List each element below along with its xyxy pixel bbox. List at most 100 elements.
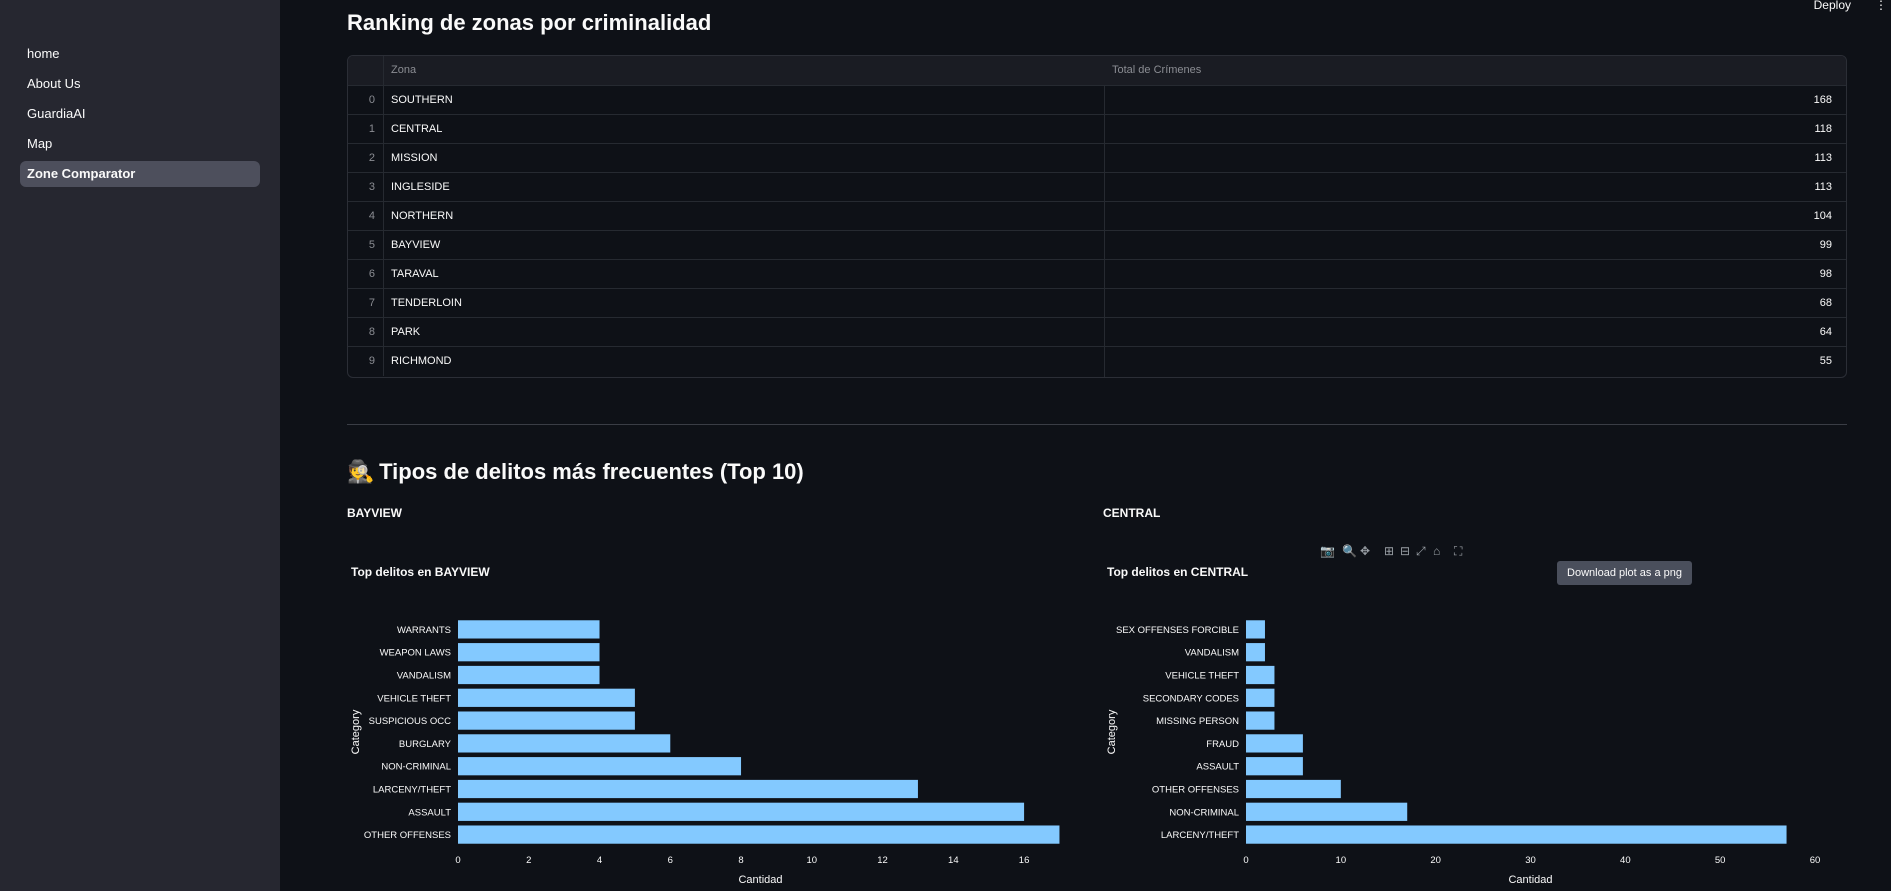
- bar-vandalism[interactable]: [1246, 643, 1265, 662]
- x-tick-label: 12: [877, 855, 888, 866]
- pan-icon[interactable]: ✥: [1360, 544, 1371, 558]
- bar-weapon-laws[interactable]: [458, 643, 600, 662]
- y-axis-label: Category: [350, 709, 362, 754]
- zone-label-left: BAYVIEW: [347, 506, 402, 520]
- y-axis-label: Category: [1106, 709, 1118, 754]
- section-divider: [347, 424, 1847, 425]
- main-menu-icon[interactable]: ⋮: [1875, 0, 1887, 12]
- bar-non-criminal[interactable]: [1246, 802, 1408, 821]
- table-row[interactable]: 5 BAYVIEW 99: [348, 230, 1846, 260]
- table-row[interactable]: 6 TARAVAL 98: [348, 259, 1846, 289]
- chart-bayview[interactable]: Top delitos en BAYVIEW WARRANTS WEAPON LAW…: [347, 540, 1067, 891]
- x-tick-label: 10: [807, 855, 818, 866]
- table-row[interactable]: 7 TENDERLOIN 68: [348, 288, 1846, 318]
- bar-vehicle-theft[interactable]: [458, 688, 635, 707]
- deploy-button[interactable]: Deploy: [1813, 0, 1851, 12]
- table-row[interactable]: 0 SOUTHERN 168: [348, 85, 1846, 115]
- sidebar-item-home[interactable]: home: [27, 46, 60, 61]
- bar-vandalism[interactable]: [458, 665, 600, 685]
- x-tick-label: 60: [1810, 855, 1821, 866]
- x-tick-label: 50: [1715, 855, 1726, 866]
- header-zona[interactable]: Zona: [391, 64, 417, 76]
- sidebar-item-about-us[interactable]: About Us: [27, 76, 81, 91]
- row-zona: RICHMOND: [391, 355, 452, 367]
- bar-assault[interactable]: [458, 802, 1025, 821]
- header-total[interactable]: Total de Crímenes: [1112, 64, 1202, 76]
- row-total: 99: [1819, 239, 1832, 251]
- table-row[interactable]: 3 INGLESIDE 113: [348, 172, 1846, 202]
- y-tick-label: FRAUD: [1206, 739, 1239, 750]
- zone-label-right: CENTRAL: [1103, 506, 1161, 520]
- chart-title: Top delitos en BAYVIEW: [351, 565, 490, 579]
- tipos-heading: 🕵️ Tipos de delitos más frecuentes (Top …: [347, 459, 804, 485]
- sidebar-item-zone-comparator[interactable]: Zone Comparator: [20, 161, 260, 187]
- zoom-in-icon[interactable]: ⊞: [1384, 544, 1395, 558]
- autoscale-icon[interactable]: ⤢: [1416, 544, 1426, 558]
- modebar-tooltip: Download plot as a png: [1557, 561, 1692, 585]
- bar-non-criminal[interactable]: [458, 757, 742, 776]
- y-tick-label: SUSPICIOUS OCC: [369, 716, 451, 727]
- bar-sex-offenses-forcible[interactable]: [1246, 620, 1265, 639]
- x-tick-label: 16: [1019, 855, 1030, 866]
- y-tick-label: SEX OFFENSES FORCIBLE: [1116, 625, 1239, 636]
- chart-central[interactable]: Top delitos en CENTRAL SEX OFFENSES FORCI…: [1103, 540, 1843, 891]
- row-index: 4: [348, 202, 384, 231]
- fullscreen-icon[interactable]: ⛶: [1454, 544, 1463, 558]
- x-tick-label: 30: [1525, 855, 1536, 866]
- row-index: 9: [348, 347, 384, 376]
- row-index: 8: [348, 318, 384, 347]
- bar-larceny-theft[interactable]: [1246, 825, 1787, 844]
- bar-missing-person[interactable]: [1246, 711, 1275, 730]
- row-total: 104: [1813, 210, 1832, 222]
- row-total: 168: [1813, 94, 1832, 106]
- row-zona: PARK: [391, 326, 421, 338]
- bar-secondary-codes[interactable]: [1246, 688, 1275, 707]
- bar-other-offenses[interactable]: [458, 825, 1060, 844]
- bar-burglary[interactable]: [458, 734, 671, 753]
- y-tick-label: WARRANTS: [397, 625, 451, 636]
- row-total: 64: [1819, 326, 1832, 338]
- table-row[interactable]: 8 PARK 64: [348, 317, 1846, 347]
- table-row[interactable]: 2 MISSION 113: [348, 143, 1846, 173]
- x-tick-label: 40: [1620, 855, 1631, 866]
- y-tick-label: OTHER OFFENSES: [1152, 785, 1239, 796]
- sidebar-item-map[interactable]: Map: [27, 136, 53, 151]
- bar-fraud[interactable]: [1246, 734, 1303, 753]
- ranking-table[interactable]: Zona Total de Crímenes 0 SOUTHERN 168 1 CENT…: [347, 55, 1847, 378]
- bar-assault[interactable]: [1246, 757, 1303, 776]
- ranking-heading: Ranking de zonas por criminalidad: [347, 10, 712, 35]
- reset-axes-icon[interactable]: ⌂: [1433, 544, 1441, 558]
- x-tick-label: 2: [526, 855, 531, 866]
- row-zona: CENTRAL: [391, 123, 443, 135]
- y-tick-label: WEAPON LAWS: [380, 648, 451, 659]
- y-tick-label: NON-CRIMINAL: [381, 762, 451, 773]
- bar-other-offenses[interactable]: [1246, 779, 1341, 799]
- row-zona: TENDERLOIN: [391, 297, 462, 309]
- bar-vehicle-theft[interactable]: [1246, 665, 1275, 685]
- row-total: 68: [1819, 297, 1832, 309]
- y-tick-label: OTHER OFFENSES: [364, 830, 451, 841]
- zoom-out-icon[interactable]: ⊟: [1400, 544, 1411, 558]
- header-index: [348, 56, 384, 85]
- camera-icon[interactable]: 📷: [1320, 544, 1335, 558]
- row-zona: NORTHERN: [391, 210, 454, 222]
- y-tick-label: VEHICLE THEFT: [1165, 671, 1239, 682]
- chart-bayview-svg[interactable]: Top delitos en BAYVIEW WARRANTS WEAPON LAW…: [347, 540, 1067, 891]
- row-zona: MISSION: [391, 152, 438, 164]
- bar-larceny-theft[interactable]: [458, 779, 918, 799]
- bar-warrants[interactable]: [458, 620, 600, 639]
- table-row[interactable]: 1 CENTRAL 118: [348, 114, 1846, 144]
- y-tick-label: VEHICLE THEFT: [377, 693, 451, 704]
- y-tick-label: LARCENY/THEFT: [373, 785, 451, 796]
- row-total: 55: [1819, 355, 1832, 367]
- bar-suspicious-occ[interactable]: [458, 711, 635, 730]
- row-zona: BAYVIEW: [391, 239, 441, 251]
- sidebar-item-guardiaai[interactable]: GuardiaAI: [27, 106, 86, 121]
- x-axis-label: Cantidad: [738, 874, 782, 886]
- table-row[interactable]: 4 NORTHERN 104: [348, 201, 1846, 231]
- table-row[interactable]: 9 RICHMOND 55: [348, 346, 1846, 376]
- chart-central-svg[interactable]: Top delitos en CENTRAL SEX OFFENSES FORCI…: [1103, 540, 1843, 891]
- y-tick-label: VANDALISM: [397, 671, 451, 682]
- zoom-icon[interactable]: 🔍: [1342, 544, 1357, 558]
- sidebar: home About Us GuardiaAI Map Zone Compara…: [0, 0, 280, 891]
